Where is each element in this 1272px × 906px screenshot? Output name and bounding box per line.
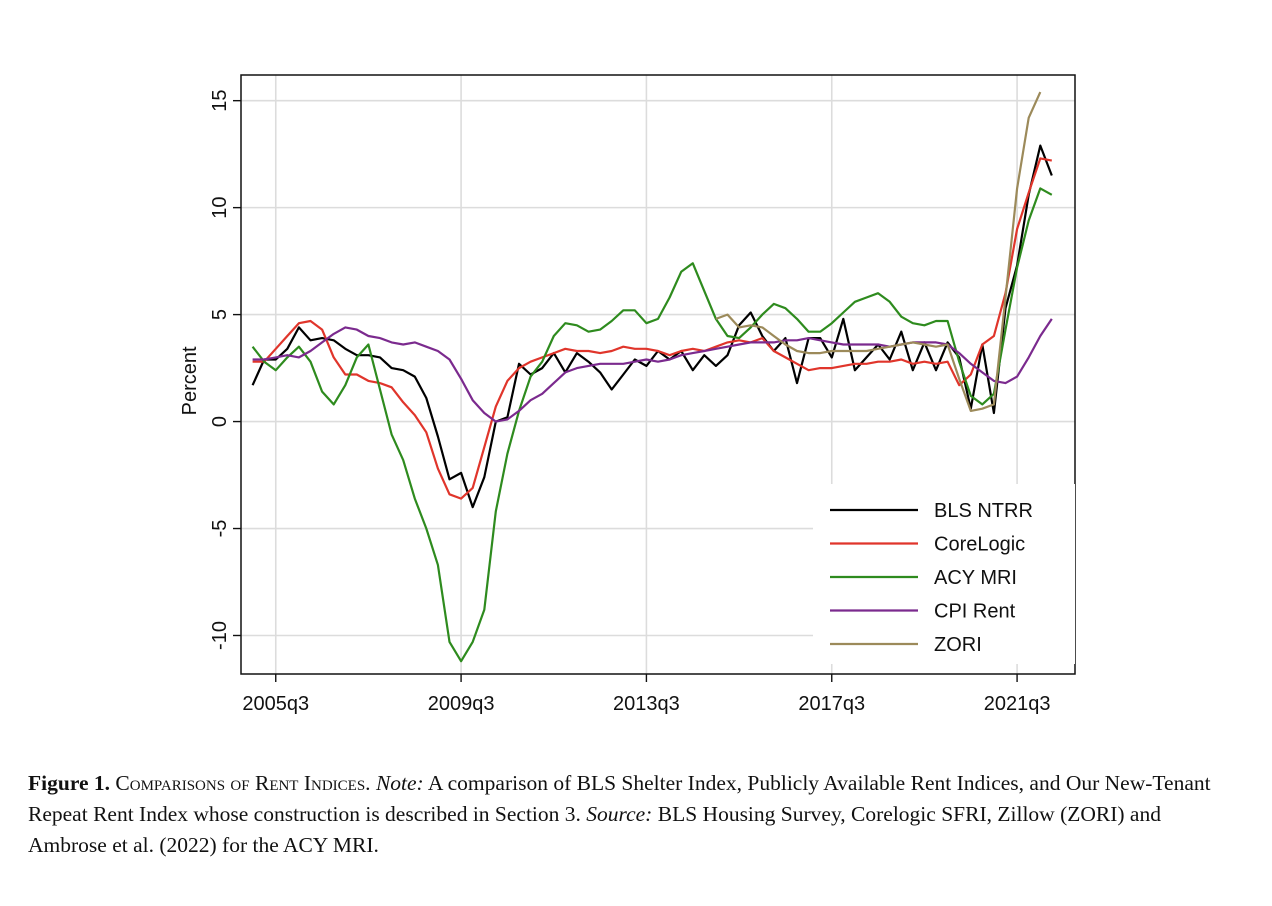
caption-note-text: A comparison of BLS Shelter Index, Publi… — [28, 771, 1211, 826]
x-tick-label: 2021q3 — [984, 693, 1051, 715]
series-line-bls-ntrr — [251, 144, 1053, 509]
series-lines — [251, 91, 1053, 663]
x-tick-label: 2005q3 — [242, 693, 309, 715]
caption-source-label: Source: — [586, 802, 653, 826]
series-line-acy-mri — [251, 187, 1053, 663]
legend: BLS NTRR CoreLogic ACY MRI CPI Rent ZORI — [813, 484, 1075, 664]
caption-title: Comparisons of Rent Indices. — [115, 771, 371, 795]
axis-ticks: -10 -5 0 5 10 15 2005q3 2009q3 2013q3 2017q3 2021q… — [209, 90, 1050, 715]
legend-label: BLS NTRR — [934, 500, 1033, 522]
plot-frame — [240, 74, 1076, 675]
y-tick-label: -5 — [209, 520, 231, 538]
figure-caption: Figure 1. Comparisons of Rent Indices. N… — [28, 768, 1228, 861]
y-tick-label: -10 — [209, 621, 231, 650]
y-tick-label: 5 — [209, 309, 231, 320]
legend-label: CPI Rent — [934, 601, 1016, 623]
series-line-zori — [715, 91, 1042, 412]
caption-source-text: BLS Housing Survey, Corelogic SFRI, Zill… — [28, 802, 1161, 857]
series-line-cpi-rent — [252, 318, 1053, 423]
legend-label: ACY MRI — [934, 567, 1017, 589]
y-tick-label: 0 — [209, 416, 231, 427]
caption-label: Figure 1. — [28, 771, 111, 795]
x-tick-label: 2017q3 — [798, 693, 865, 715]
x-tick-label: 2013q3 — [613, 693, 680, 715]
y-axis-label: Percent — [179, 346, 201, 415]
caption-note-label: Note: — [375, 771, 424, 795]
series-line-corelogic — [252, 157, 1053, 500]
y-tick-label: 10 — [209, 197, 231, 219]
y-tick-label: 15 — [209, 90, 231, 112]
legend-label: CoreLogic — [934, 534, 1025, 556]
legend-label: ZORI — [934, 634, 982, 656]
line-chart: -10 -5 0 5 10 15 2005q3 2009q3 2013q3 2017q3 2021q… — [179, 74, 1076, 715]
x-tick-label: 2009q3 — [428, 693, 495, 715]
legend-box — [813, 484, 1075, 664]
